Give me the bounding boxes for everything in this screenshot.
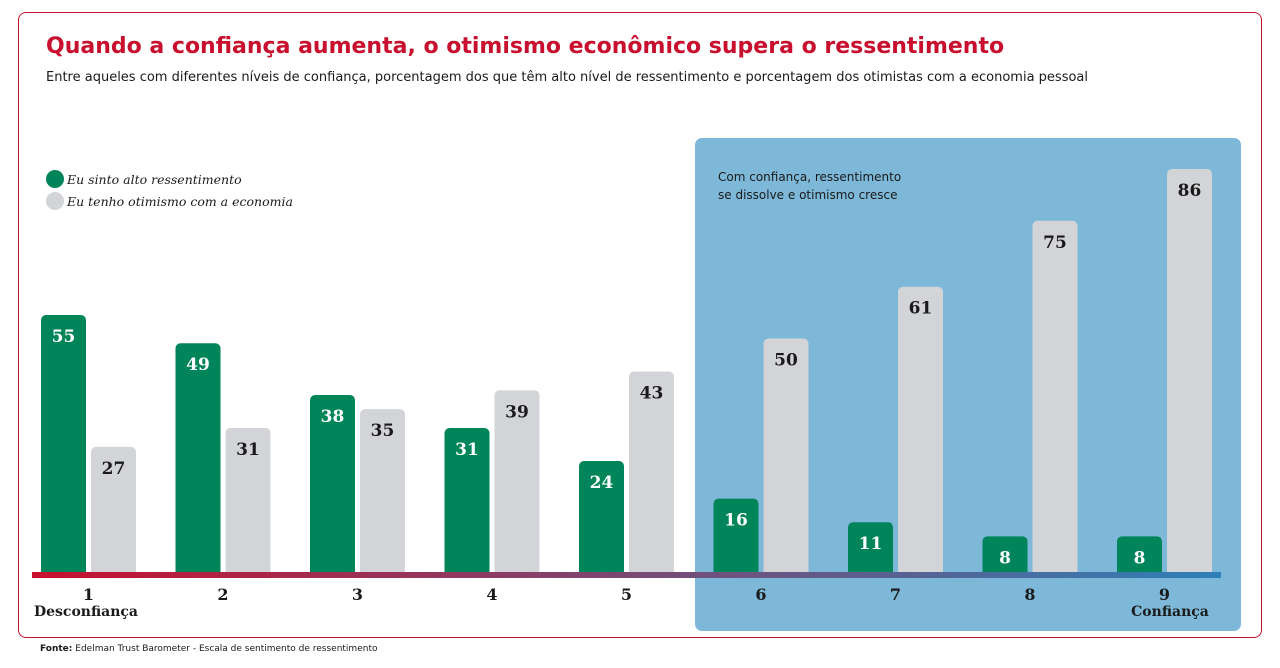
category-label-4: 4 — [486, 585, 497, 604]
bar-value-label-optimism-1: 27 — [102, 459, 126, 479]
bar-value-label-resentment-7: 11 — [859, 534, 883, 554]
bar-value-label-optimism-7: 61 — [909, 299, 933, 319]
bar-value-label-optimism-9: 86 — [1178, 181, 1202, 201]
legend-swatch-gray — [46, 192, 64, 210]
category-label-1: 1 — [83, 585, 94, 604]
bar-optimism-2 — [225, 428, 271, 578]
bar-value-label-optimism-8: 75 — [1043, 233, 1067, 253]
bar-resentment-7 — [848, 522, 893, 578]
legend: Eu sinto alto ressentimento Eu tenho oti… — [46, 168, 293, 212]
bar-resentment-4 — [444, 428, 490, 578]
bar-resentment-1 — [41, 314, 86, 578]
bars-group: 55 27 49 31 38 35 31 39 24 43 16 50 11 61 8 75 8 86 — [41, 169, 1212, 579]
bar-resentment-5 — [579, 460, 624, 578]
bar-value-label-resentment-8: 8 — [999, 548, 1011, 568]
bar-value-label-resentment-6: 16 — [724, 511, 748, 531]
x-axis-gradient-bar — [32, 572, 1221, 578]
category-label-7: 7 — [890, 585, 901, 604]
category-labels: 1 2 3 4 5 6 7 8 9 — [83, 585, 1170, 604]
bar-resentment-9 — [1117, 536, 1162, 578]
bar-value-label-optimism-6: 50 — [774, 351, 798, 371]
bar-optimism-5 — [629, 371, 674, 578]
bar-resentment-3 — [310, 395, 355, 578]
bar-optimism-6 — [763, 338, 809, 578]
bar-value-label-resentment-9: 8 — [1134, 548, 1146, 568]
category-label-5: 5 — [621, 585, 632, 604]
category-label-3: 3 — [352, 585, 363, 604]
bar-resentment-2 — [175, 343, 221, 578]
chart-title: Quando a confiança aumenta, o otimismo e… — [46, 34, 1005, 59]
bar-resentment-8 — [982, 536, 1028, 578]
legend-item-resentment: Eu sinto alto ressentimento — [46, 168, 293, 190]
bar-value-label-optimism-4: 39 — [505, 402, 529, 422]
bar-optimism-8 — [1032, 220, 1078, 579]
category-label-2: 2 — [217, 585, 228, 604]
bar-optimism-3 — [360, 409, 405, 578]
source-text: Edelman Trust Barometer - Escala de sent… — [75, 644, 378, 654]
bar-optimism-9 — [1167, 169, 1212, 578]
category-label-6: 6 — [755, 585, 766, 604]
bar-value-label-resentment-3: 38 — [321, 407, 345, 427]
legend-label-optimism: Eu tenho otimismo com a economia — [67, 193, 293, 209]
legend-swatch-green — [46, 170, 64, 188]
source-footnote: Fonte: Edelman Trust Barometer - Escala … — [40, 644, 377, 654]
highlight-note-line-2: se dissolve e otimismo cresce — [718, 188, 897, 202]
axis-left-label: Desconfiança — [34, 604, 138, 620]
bar-optimism-7 — [898, 286, 943, 578]
legend-item-optimism: Eu tenho otimismo com a economia — [46, 190, 293, 212]
chart-frame — [18, 12, 1262, 638]
highlight-note-line-1: Com confiança, ressentimento — [718, 170, 901, 184]
bar-value-label-optimism-3: 35 — [371, 421, 395, 441]
bar-value-label-resentment-5: 24 — [590, 473, 614, 493]
category-label-8: 8 — [1024, 585, 1035, 604]
bar-optimism-1 — [91, 446, 136, 578]
axis-right-label: Confiança — [1131, 604, 1209, 620]
source-label: Fonte: — [40, 644, 73, 654]
confidence-highlight-region — [695, 138, 1241, 631]
bar-value-label-optimism-5: 43 — [640, 384, 664, 404]
legend-label-resentment: Eu sinto alto ressentimento — [67, 171, 242, 187]
bar-resentment-6 — [713, 498, 759, 578]
bar-value-label-optimism-2: 31 — [236, 440, 260, 460]
category-label-9: 9 — [1159, 585, 1170, 604]
bar-optimism-4 — [494, 390, 540, 578]
bar-value-label-resentment-2: 49 — [186, 355, 210, 375]
bar-value-label-resentment-1: 55 — [52, 327, 76, 347]
chart-subtitle: Entre aqueles com diferentes níveis de c… — [46, 70, 1089, 85]
bar-value-label-resentment-4: 31 — [455, 440, 479, 460]
